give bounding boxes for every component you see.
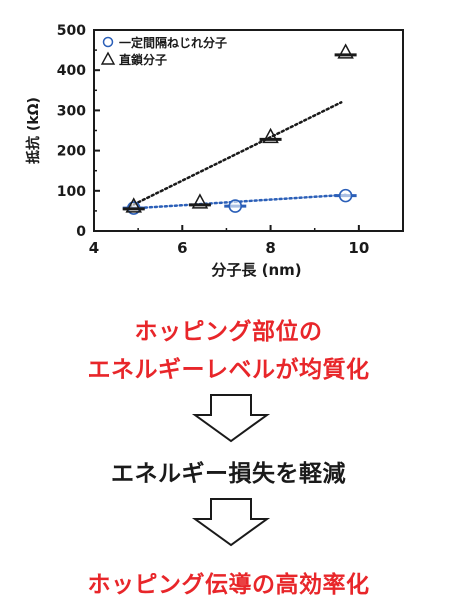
- triangle-point: [125, 197, 142, 213]
- x-axis-label: 分子長 (nm): [211, 261, 301, 279]
- legend-label: 直鎖分子: [119, 52, 167, 67]
- legend-triangle-icon: [100, 51, 116, 65]
- x-tick-label: 8: [265, 239, 275, 257]
- legend-circle-icon: [102, 36, 114, 48]
- y-tick-label: 200: [57, 144, 86, 160]
- fit-line-2: [123, 101, 343, 211]
- y-tick-label: 300: [57, 103, 86, 119]
- statement-hopping-site: ホッピング部位の: [134, 319, 323, 345]
- triangle-point: [191, 193, 209, 209]
- x-tick-label: 4: [89, 239, 99, 257]
- triangle-point: [262, 127, 279, 144]
- x-tick-label: 6: [177, 239, 187, 257]
- y-tick-label: 400: [57, 63, 86, 79]
- y-tick-label: 100: [57, 184, 86, 200]
- legend-label: 一定間隔ねじれ分子: [119, 35, 227, 50]
- chart-marks: [122, 43, 357, 215]
- y-tick-label: 500: [57, 23, 86, 39]
- x-tick-label: 10: [348, 239, 369, 257]
- triangle-point: [337, 43, 354, 59]
- y-tick-label: 0: [76, 224, 86, 240]
- statement-energy-loss: エネルギー損失を軽減: [111, 461, 346, 487]
- statement-energy-uniform: エネルギーレベルが均質化: [87, 357, 370, 383]
- circle-point: [338, 188, 353, 203]
- circle-point: [228, 199, 243, 213]
- down-arrow-icon: [191, 498, 271, 547]
- chart-fit-lines: [123, 101, 347, 211]
- down-arrow-icon: [191, 394, 271, 443]
- statement-hopping-efficiency: ホッピング伝導の高効率化: [87, 572, 370, 598]
- chart-ticks: 0 100 200 300 400 500 4 6 8 10: [57, 23, 370, 257]
- y-axis-label: 抵抗 (kΩ): [25, 97, 42, 164]
